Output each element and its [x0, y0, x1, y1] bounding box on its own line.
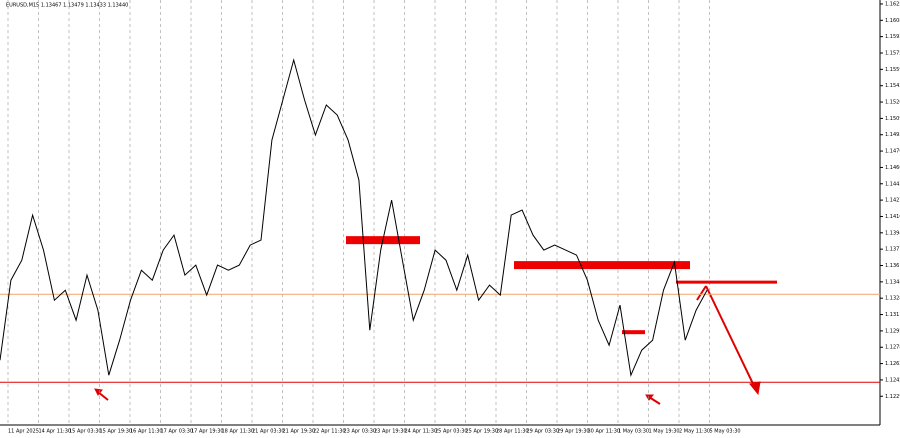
y-tick-label: 1.13445 [885, 279, 900, 285]
x-tick-label: 30 Apr 11:30 [588, 429, 621, 435]
x-tick-label: 14 Apr 11:30 [39, 429, 72, 435]
x-tick-label: 11 Apr 2025 [8, 429, 39, 435]
y-tick-label: 1.14105 [885, 214, 900, 220]
annotation-arrows [94, 285, 761, 405]
x-tick-label: 24 Apr 11:30 [405, 429, 438, 435]
x-tick-label: 25 Apr 03:30 [435, 429, 468, 435]
x-tick-label: 25 Apr 19:30 [466, 429, 499, 435]
x-tick-label: 23 Apr 03:30 [344, 429, 377, 435]
x-tick-label: 28 Apr 11:30 [496, 429, 529, 435]
x-tick-label: 17 Apr 03:30 [161, 429, 194, 435]
x-tick-label: 1 May 03:30 [618, 429, 649, 435]
y-tick-label: 1.15260 [885, 100, 900, 106]
y-tick-label: 1.13940 [885, 230, 900, 236]
y-tick-label: 1.14270 [885, 198, 900, 204]
x-tick-label: 17 Apr 19:30 [191, 429, 224, 435]
y-tick-label: 1.12455 [885, 377, 900, 383]
x-tick-label: 18 Apr 11:30 [222, 429, 255, 435]
price-line [0, 58, 708, 377]
x-tick-label: 2 May 11:30 [679, 429, 710, 435]
resistance-zone [514, 261, 690, 270]
x-tick-label: 1 May 19:30 [649, 429, 680, 435]
chart-title: EURUSD,M15 1.13467 1.13479 1.13433 1.134… [6, 3, 128, 9]
y-tick-label: 1.14930 [885, 132, 900, 138]
x-tick-label: 29 Apr 03:30 [527, 429, 560, 435]
y-tick-label: 1.15425 [885, 83, 900, 89]
y-tick-label: 1.16085 [885, 18, 900, 24]
resistance-zone [676, 280, 777, 284]
y-tick-label: 1.14435 [885, 181, 900, 187]
y-tick-label: 1.14765 [885, 149, 900, 155]
x-tick-label: 29 Apr 19:30 [557, 429, 590, 435]
y-tick-label: 1.12290 [885, 394, 900, 400]
x-tick-label: 16 Apr 11:30 [130, 429, 163, 435]
y-tick-label: 1.14600 [885, 165, 900, 171]
x-tick-label: 21 Apr 19:30 [283, 429, 316, 435]
y-tick-label: 1.13115 [885, 312, 900, 318]
y-tick-label: 1.12950 [885, 328, 900, 334]
y-tick-label: 1.12785 [885, 345, 900, 351]
resistance-zone [622, 330, 645, 335]
y-tick-label: 1.13280 [885, 296, 900, 302]
y-tick-label: 1.15095 [885, 116, 900, 122]
x-tick-label: 21 Apr 03:30 [252, 429, 285, 435]
y-tick-label: 1.13775 [885, 247, 900, 253]
y-tick-label: 1.15590 [885, 67, 900, 73]
x-tick-label: 15 Apr 03:30 [69, 429, 102, 435]
x-tick-label: 5 May 03:30 [710, 429, 741, 435]
x-tick-label: 22 Apr 11:30 [313, 429, 346, 435]
y-tick-label: 1.15755 [885, 51, 900, 57]
y-tick-label: 1.13610 [885, 263, 900, 269]
y-tick-label: 1.12620 [885, 361, 900, 367]
y-tick-label: 1.16250 [885, 1, 900, 7]
y-tick-label: 1.15920 [885, 34, 900, 40]
x-tick-label: 15 Apr 19:30 [100, 429, 133, 435]
x-tick-label: 23 Apr 19:30 [374, 429, 407, 435]
